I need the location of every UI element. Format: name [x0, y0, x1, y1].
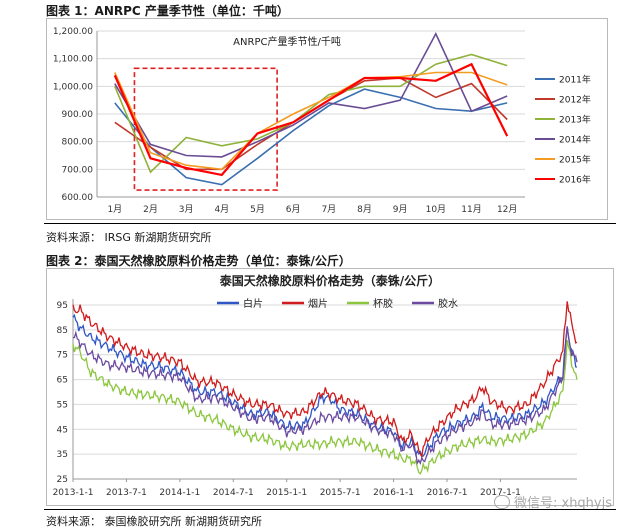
y-tick-label: 35 — [57, 450, 68, 460]
y-tick-label: 55 — [57, 400, 68, 410]
series-line-2014年 — [114, 32, 508, 158]
y-tick-label: 1,000.00 — [53, 82, 93, 92]
y-tick-label: 85 — [57, 326, 68, 336]
divider — [44, 509, 616, 510]
x-tick-label: 2016-7-1 — [427, 488, 468, 498]
x-tick-label: 2月 — [143, 204, 158, 215]
x-tick-label: 5月 — [250, 204, 265, 215]
x-tick-label: 10月 — [426, 204, 446, 215]
legend-label: 白片 — [243, 297, 263, 310]
series-line-白片 — [72, 313, 578, 458]
x-tick-label: 9月 — [393, 204, 408, 215]
y-tick-label: 900.00 — [62, 110, 94, 120]
figure2-caption: 图表 2：泰国天然橡胶原料价格走势（单位：泰铢/公斤） — [46, 254, 351, 268]
figure1-caption: 图表 1：ANRPC 产量季节性（单位：千吨） — [46, 4, 289, 18]
x-tick-label: 8月 — [357, 204, 372, 215]
y-tick-label: 600.00 — [62, 193, 94, 203]
series-line-2011年 — [114, 88, 508, 186]
divider — [44, 223, 616, 224]
x-tick-label: 4月 — [214, 204, 229, 215]
legend-label: 2011年 — [559, 74, 591, 86]
thai-rubber-price-chart: 25 35 45 55 65 75 85 95 2013-1-1 2013-7-1 2014-1-1… — [53, 273, 578, 498]
y-tick-label: 45 — [57, 425, 68, 435]
x-tick-label: 2013-1-1 — [53, 488, 94, 498]
x-tick-label: 11月 — [461, 204, 481, 215]
legend-label: 烟片 — [308, 297, 328, 310]
x-tick-label: 3月 — [179, 204, 194, 215]
legend-label: 2014年 — [559, 134, 591, 146]
thai-rubber-price-chart-frame: 25 35 45 55 65 75 85 95 2013-1-1 2013-7-1 2014-1-1… — [46, 268, 614, 506]
series-line-杯胶 — [72, 339, 578, 475]
legend-label: 胶水 — [438, 297, 458, 310]
seasonality-chart-frame: 600.00 700.00 800.00 900.00 1,000.00 1,100.00… — [46, 18, 608, 220]
x-tick-label: 2017-1-1 — [480, 488, 521, 498]
x-tick-label: 2015-1-1 — [266, 488, 307, 498]
y-tick-label: 65 — [57, 376, 68, 386]
x-tick-label: 7月 — [321, 204, 336, 215]
y-tick-label: 1,200.00 — [53, 27, 93, 37]
x-tick-label: 2014-1-1 — [159, 488, 200, 498]
legend-label: 2012年 — [559, 94, 591, 106]
chart-title: ANRPC产量季节性/千吨 — [233, 35, 341, 48]
series-line-胶水 — [72, 326, 578, 466]
x-tick-label: 1月 — [107, 204, 122, 215]
legend-label: 杯胶 — [373, 297, 393, 310]
series-line-2016年 — [113, 62, 509, 177]
wechat-watermark: 微信号: xhqhyjs — [493, 492, 612, 511]
legend-label: 2013年 — [559, 114, 591, 126]
legend-label: 2015年 — [559, 154, 591, 166]
x-tick-label: 6月 — [286, 204, 301, 215]
series-line-2015年 — [114, 71, 508, 171]
watermark-text: 微信号: xhqhyjs — [513, 496, 612, 511]
legend-label: 2016年 — [559, 174, 591, 186]
y-tick-label: 700.00 — [62, 165, 94, 175]
figure1-source: 资料来源： IRSG 新湖期货研究所 — [46, 231, 212, 244]
anrpc-seasonality-chart: 600.00 700.00 800.00 900.00 1,000.00 1,100.00… — [53, 27, 591, 215]
x-tick-label: 2014-7-1 — [213, 488, 254, 498]
x-tick-label: 2015-7-1 — [320, 488, 361, 498]
chart-title: 泰国天然橡胶原料价格走势（泰铢/公斤） — [219, 273, 440, 288]
series-line-2013年 — [114, 53, 508, 174]
x-tick-label: 12月 — [497, 204, 517, 215]
wechat-icon — [493, 495, 510, 509]
y-tick-label: 800.00 — [62, 138, 94, 148]
figure2-source: 资料来源： 泰国橡胶研究所 新湖期货研究所 — [46, 515, 262, 528]
y-tick-label: 75 — [57, 351, 68, 361]
y-tick-label: 1,100.00 — [53, 55, 93, 65]
series-line-烟片 — [72, 301, 578, 460]
x-tick-label: 2016-1-1 — [373, 488, 414, 498]
series-line-2012年 — [114, 77, 508, 171]
x-tick-label: 2013-7-1 — [106, 488, 147, 498]
y-tick-label: 25 — [57, 475, 68, 485]
y-tick-label: 95 — [57, 301, 68, 311]
